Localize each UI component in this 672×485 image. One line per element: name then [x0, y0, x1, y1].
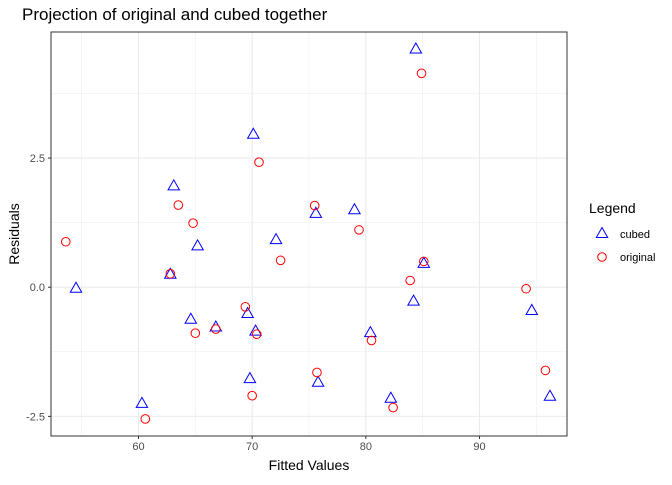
point-original [254, 157, 264, 167]
point-cubed [241, 306, 255, 319]
y-tick-label: -2.5 [26, 411, 45, 423]
legend-label-original: original [620, 252, 655, 264]
y-tick-label: 2.5 [30, 153, 45, 165]
point-original [309, 200, 320, 211]
point-cubed [184, 312, 198, 324]
point-original [190, 328, 201, 338]
point-cubed [135, 396, 149, 408]
point-original [418, 256, 429, 267]
point-original [240, 302, 251, 312]
point-original [416, 68, 427, 79]
point-original [247, 390, 257, 401]
y-axis-title: Residuals [6, 203, 22, 264]
x-tick-label: 70 [246, 441, 258, 453]
point-cubed [309, 206, 323, 218]
legend-label-cubed: cubed [620, 229, 650, 241]
point-cubed [384, 391, 398, 403]
point-cubed [167, 178, 181, 191]
point-original [275, 255, 286, 266]
point-original [540, 365, 551, 376]
points-layer [60, 42, 557, 424]
point-original [165, 268, 176, 279]
x-tick-label: 80 [360, 441, 372, 453]
point-cubed [525, 303, 539, 315]
x-tick-label: 90 [473, 441, 485, 453]
y-axis-ticks: -2.5 0.0 2.5 [26, 153, 51, 423]
point-cubed [69, 281, 83, 293]
point-cubed [243, 371, 257, 384]
legend-circle-icon [597, 252, 607, 262]
point-cubed [246, 127, 260, 139]
legend-item-original: original [597, 252, 655, 264]
point-original [251, 329, 262, 340]
point-original [173, 200, 184, 210]
point-original [312, 367, 322, 378]
point-original [521, 283, 531, 294]
x-tick-label: 60 [132, 441, 144, 453]
point-original [388, 402, 398, 413]
x-axis-title: Fitted Values [269, 457, 350, 473]
legend: Legend cubed original [589, 200, 655, 264]
point-original [211, 324, 221, 334]
point-cubed [409, 42, 423, 54]
point-cubed [311, 375, 325, 387]
x-axis-ticks: 60 70 80 90 [132, 436, 486, 453]
legend-triangle-icon [595, 226, 609, 238]
point-cubed [191, 238, 205, 251]
point-cubed [269, 232, 283, 245]
point-cubed [417, 256, 431, 268]
point-cubed [347, 202, 362, 215]
point-cubed [407, 294, 421, 306]
legend-title: Legend [589, 200, 636, 216]
point-original [140, 414, 151, 424]
point-original [366, 335, 377, 346]
point-original [60, 236, 71, 247]
y-tick-label: 0.0 [30, 282, 45, 294]
legend-item-cubed: cubed [595, 226, 650, 241]
point-original [405, 275, 415, 286]
grid-minor [51, 32, 567, 436]
point-cubed [543, 389, 557, 401]
grid-major [51, 32, 567, 436]
point-original [354, 225, 364, 235]
plot-border [50, 31, 568, 437]
point-original [188, 218, 198, 228]
chart-title: Projection of original and cubed togethe… [22, 5, 328, 24]
